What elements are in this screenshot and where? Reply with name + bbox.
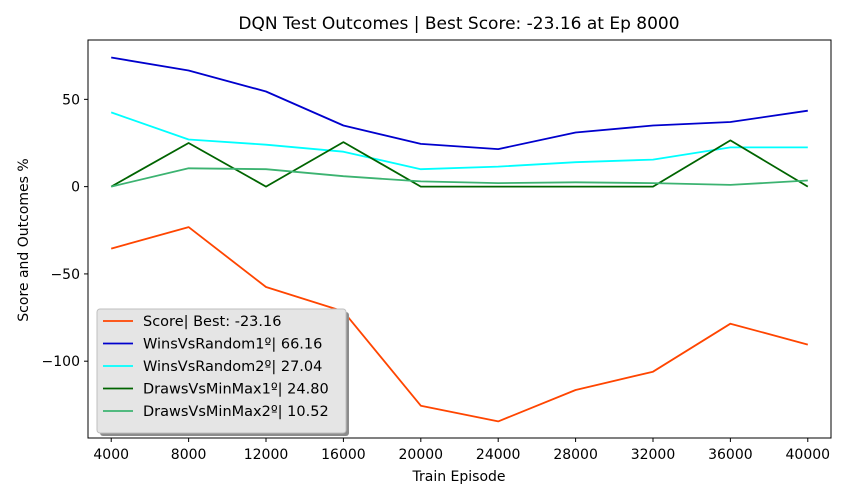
x-tick-label: 12000 [244, 447, 289, 463]
legend-entry-label: WinsVsRandom1º| 66.16 [143, 337, 322, 353]
plot-area-frame [87, 39, 832, 439]
x-axis-label: Train Episode [411, 469, 505, 485]
series-line-drawsvsminmax1-24-80 [110, 139, 809, 188]
series-line-winsvsrandom2-27-04 [110, 111, 808, 171]
y-axis: −100 −50 0 50 [42, 92, 88, 370]
series-line-winsvsrandom1-66-16 [111, 56, 808, 151]
legend-entry-label: Score| Best: -23.16 [143, 314, 281, 330]
x-axis: 4000 8000 12000 16000 20000 24000 28000 32000 36… [93, 438, 830, 463]
x-tick-label: 24000 [476, 447, 521, 463]
x-tick-label: 16000 [321, 447, 366, 463]
y-tick-label: 0 [71, 180, 80, 196]
y-axis-label: Score and Outcomes % [16, 158, 32, 321]
legend-box [96, 308, 347, 434]
legend-entry-label: WinsVsRandom2º| 27.04 [143, 359, 322, 375]
x-tick-label: 4000 [93, 447, 129, 463]
x-tick-label: 32000 [631, 447, 676, 463]
legend-entry-label: DrawsVsMinMax1º| 24.80 [143, 382, 329, 398]
x-tick-label: 8000 [171, 447, 207, 463]
chart-title: DQN Test Outcomes | Best Score: -23.16 a… [238, 14, 679, 34]
plot-lines [110, 56, 809, 423]
x-tick-label: 40000 [786, 447, 831, 463]
y-tick-label: −100 [42, 354, 80, 370]
x-tick-label: 28000 [553, 447, 598, 463]
y-tick-label: 50 [62, 92, 80, 108]
legend: Score| Best: -23.16 WinsVsRandom1º| 66.16… [96, 308, 349, 436]
series-line-score-best-23-16 [110, 226, 809, 423]
x-tick-label: 20000 [399, 447, 444, 463]
x-tick-label: 36000 [708, 447, 753, 463]
legend-entry-label: DrawsVsMinMax2º| 10.52 [143, 404, 329, 420]
y-tick-label: −50 [50, 267, 80, 283]
series-line-drawsvsminmax2-10-52 [110, 167, 808, 188]
